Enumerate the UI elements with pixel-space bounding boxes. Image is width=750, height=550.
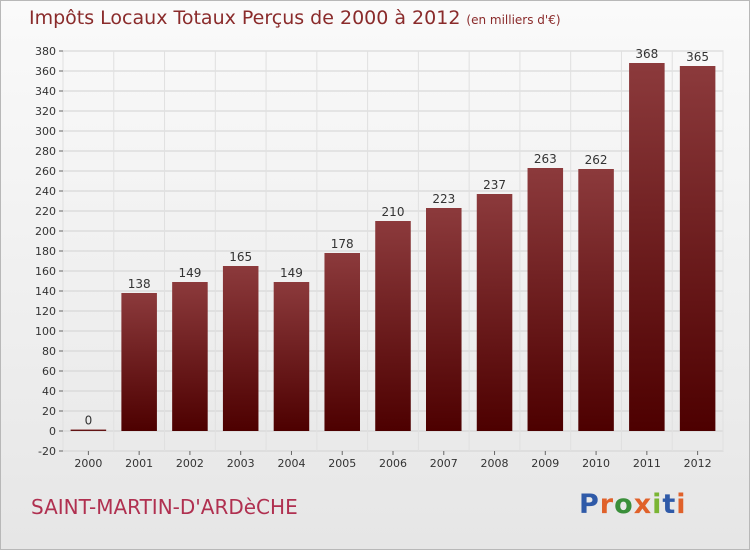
x-tick-label-2002: 2002 (176, 457, 204, 470)
bar-2006 (375, 221, 411, 431)
logo-letter: r (599, 489, 615, 520)
y-tick-label: 40 (42, 385, 56, 398)
bar-2003 (222, 266, 259, 431)
bar-2001 (121, 293, 157, 431)
y-tick-label: 280 (35, 145, 56, 158)
bar-2005 (324, 253, 360, 431)
data-label-2004: 149 (280, 266, 303, 280)
x-tick-label-2010: 2010 (582, 457, 610, 470)
x-tick-label-2006: 2006 (379, 457, 407, 470)
bars (70, 63, 716, 431)
data-label-2010: 262 (585, 153, 608, 167)
data-label-2011: 368 (635, 47, 658, 61)
unit-note: (en milliers d'€) (466, 13, 561, 27)
y-tick-label: 0 (49, 425, 56, 438)
bar-2000 (70, 429, 107, 431)
proxiti-logo: Proxiti (579, 489, 687, 520)
y-tick-label: 240 (35, 185, 56, 198)
y-tick-label: 260 (35, 165, 56, 178)
y-tick-label: 200 (35, 225, 56, 238)
x-tick-label-2008: 2008 (481, 457, 509, 470)
logo-letter: P (579, 489, 600, 520)
y-tick-label: 80 (42, 345, 56, 358)
data-label-2002: 149 (178, 266, 201, 280)
bar-2010 (578, 169, 614, 431)
y-tick-label: 20 (42, 405, 56, 418)
y-tick-label: 300 (35, 125, 56, 138)
x-tick-label-2003: 2003 (227, 457, 255, 470)
data-label-2001: 138 (128, 277, 151, 291)
bar-2009 (527, 168, 564, 431)
bar-2002 (172, 282, 208, 431)
bar-2008 (476, 194, 513, 431)
commune-name: SAINT-MARTIN-D'ARDèCHE (31, 495, 298, 519)
data-label-2012: 365 (686, 50, 709, 64)
x-tick-label-2000: 2000 (74, 457, 102, 470)
data-label-2006: 210 (382, 205, 405, 219)
data-label-2008: 237 (483, 178, 506, 192)
y-tick-label: 140 (35, 285, 56, 298)
data-label-2005: 178 (331, 237, 354, 251)
x-tick-label-2005: 2005 (328, 457, 356, 470)
x-tick-label-2004: 2004 (277, 457, 305, 470)
logo-letter: i (652, 489, 663, 520)
y-tick-label: 220 (35, 205, 56, 218)
x-tick-label-2011: 2011 (633, 457, 661, 470)
chart-title: Impôts Locaux Totaux Perçus de 2000 à 20… (29, 7, 561, 29)
logo-letter: i (676, 489, 687, 520)
x-tick-label-2009: 2009 (531, 457, 559, 470)
data-labels: 0 138 149 165 149 178 210 223 237 263 262 368 365 (85, 47, 710, 428)
logo-letter: o (614, 489, 634, 520)
logo-letter: t (662, 489, 677, 520)
data-label-2003: 165 (229, 250, 252, 264)
x-tick-label-2007: 2007 (430, 457, 458, 470)
data-label-2009: 263 (534, 152, 557, 166)
logo-letter: x (633, 489, 653, 520)
bar-2007 (426, 208, 462, 431)
bar-2011 (629, 63, 665, 431)
x-tick-label-2001: 2001 (125, 457, 153, 470)
y-tick-label: 380 (35, 45, 56, 58)
y-tick-label: 180 (35, 245, 56, 258)
x-axis-ticks: 2000 2001 2002 2003 2004 2005 2006 2007 2008 2009… (74, 451, 712, 470)
y-tick-label: 60 (42, 365, 56, 378)
y-tick-label: 320 (35, 105, 56, 118)
y-tick-label: 360 (35, 65, 56, 78)
y-tick-label: 100 (35, 325, 56, 338)
bar-2012 (679, 66, 716, 431)
y-tick-label: 120 (35, 305, 56, 318)
y-tick-label: 340 (35, 85, 56, 98)
y-tick-label: 160 (35, 265, 56, 278)
bar-2004 (273, 282, 310, 431)
y-tick-label: -20 (38, 445, 56, 458)
chart-title-text: Impôts Locaux Totaux Perçus de 2000 à 20… (29, 7, 461, 29)
x-tick-label-2012: 2012 (684, 457, 712, 470)
data-label-2007: 223 (432, 192, 455, 206)
data-label-2000: 0 (85, 414, 93, 428)
y-axis-ticks: -20 0 20 40 60 80 100 120 140 160 180 200 220 240 260 2… (35, 45, 63, 458)
